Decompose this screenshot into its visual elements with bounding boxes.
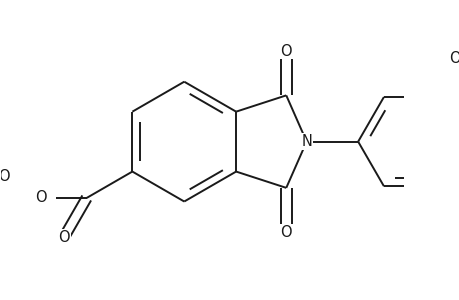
Text: O: O xyxy=(58,230,70,245)
Text: O: O xyxy=(0,169,10,184)
Text: O: O xyxy=(280,44,291,59)
Text: O: O xyxy=(35,190,47,206)
Text: N: N xyxy=(301,134,311,149)
Text: O: O xyxy=(280,225,291,240)
Text: OH: OH xyxy=(448,51,459,66)
